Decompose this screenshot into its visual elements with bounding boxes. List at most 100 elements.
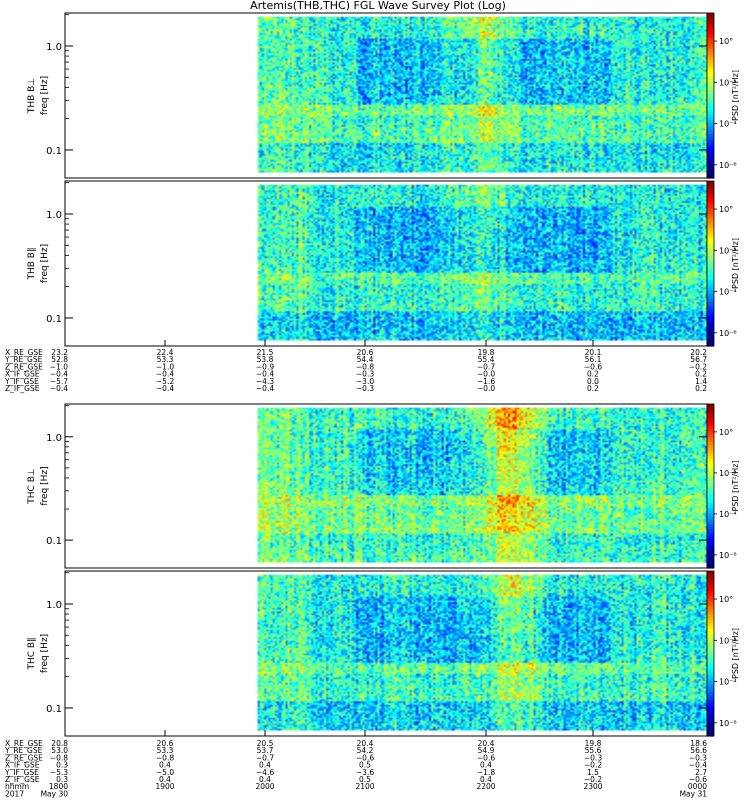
colorbar-step	[707, 296, 714, 300]
spectrogram-image	[65, 571, 707, 736]
colorbar-step	[707, 477, 714, 482]
colorbar-step	[707, 642, 714, 646]
colorbar-step	[707, 584, 714, 589]
colorbar-step	[707, 153, 714, 157]
colorbar-step	[707, 593, 714, 597]
orbit-value: −3.0	[356, 377, 374, 386]
orbit-value: −0.4	[50, 370, 68, 379]
colorbar-step	[707, 51, 714, 55]
colorbar-step	[707, 263, 714, 267]
colorbar-step	[707, 491, 714, 495]
colorbar-tick-label: 10⁻²	[719, 469, 737, 478]
colorbar-step	[707, 192, 714, 196]
orbit-value: −0.2	[689, 362, 707, 371]
orbit-value: 0.2	[695, 384, 707, 393]
colorbar-step	[707, 461, 714, 465]
colorbar-step	[707, 499, 714, 503]
colorbar-step	[707, 76, 714, 80]
colorbar-step	[707, 175, 714, 179]
colorbar: 10° 10⁻² 10⁻⁴ 10⁻⁶ PSD [nT²/Hz]	[706, 403, 740, 569]
orbit-row-label: Y_RE_GSE	[4, 746, 43, 755]
spectrogram-image	[65, 13, 707, 178]
colorbar-step	[707, 208, 714, 212]
colorbar-step	[707, 524, 714, 528]
orbit-value: −0.8	[156, 753, 174, 762]
colorbar-step	[707, 181, 714, 185]
colorbar-tick-label: 10⁻²	[719, 78, 737, 87]
colorbar-step	[707, 631, 714, 635]
colorbar-step	[707, 689, 714, 693]
orbit-row: Z_RE_GSE −0.8 −0.8 −0.7 −0.6 −0.6 −0.3 −0.3	[5, 753, 707, 762]
colorbar-step	[707, 337, 714, 342]
colorbar-step	[707, 161, 714, 165]
colorbar-step	[707, 324, 714, 328]
orbit-row: Z_RE_GSE −1.0 −1.0 −0.9 −0.8 −0.7 −0.6 −0.2	[5, 362, 707, 371]
colorbar-tick-label: 10°	[719, 428, 733, 437]
colorbar-tick-label: 10⁻²	[719, 636, 737, 645]
colorbar-step	[707, 637, 714, 641]
orbit-value: −0.6	[584, 362, 602, 371]
colorbar-tick-label: 10⁻⁶	[719, 161, 737, 170]
orbit-value: 53.3	[157, 355, 174, 364]
orbit-value: 0.0	[587, 377, 599, 386]
orbit-value: 56.6	[690, 746, 707, 755]
orbit-row: Y_RE_GSE 53.0 53.3 53.7 54.2 54.9 55.6 56.6	[4, 746, 707, 755]
colorbar-step	[707, 172, 714, 176]
colorbar-step	[707, 615, 714, 619]
orbit-block: X_RE_GSE 20.8 20.6 20.5 20.4 20.4 19.8 18.6Y_RE…	[4, 739, 707, 798]
spectrogram-panel: 1.0 0.1 THB B⊥ freq [Hz] 10° 10⁻² 10⁻⁴ 10⁻⁶ PSD …	[27, 12, 740, 179]
orbit-value: −0.3	[356, 384, 374, 393]
orbit-row: X_IF_GSE 0.3 0.4 0.4 0.5 0.4 −0.2 −0.4	[5, 761, 707, 770]
colorbar-step	[707, 164, 714, 168]
spectrogram-panel: 1.0 0.1 THB B∥ freq [Hz] 10° 10⁻² 10⁻⁴ 10⁻⁶ PSD …	[27, 180, 740, 347]
colorbar-step	[707, 21, 714, 25]
colorbar-step	[707, 125, 714, 130]
colorbar-frame	[706, 12, 715, 179]
colorbar-step	[707, 302, 714, 306]
orbit-value: 2100	[355, 782, 374, 791]
spectrogram-panels: 1.0 0.1 THB B⊥ freq [Hz] 10°10⁻²10⁻⁴10⁻⁶PSD …	[27, 12, 740, 737]
orbit-value: 20.2	[690, 348, 707, 357]
orbit-value: 2200	[476, 782, 495, 791]
orbit-value: 20.8	[51, 739, 68, 748]
colorbar-step	[707, 244, 714, 248]
colorbar-step	[707, 617, 714, 622]
orbit-value: −0.3	[356, 370, 374, 379]
colorbar-step	[707, 434, 714, 438]
colorbar-label: PSD [nT²/Hz]	[731, 70, 740, 121]
orbit-row: X_RE_GSE 23.2 22.4 21.5 20.6 19.8 20.1 20.2	[5, 348, 707, 357]
colorbar-step	[707, 513, 714, 517]
colorbar-step	[707, 733, 714, 737]
colorbar-step	[707, 79, 714, 83]
colorbar-step	[707, 458, 714, 462]
colorbar-step	[707, 510, 714, 514]
orbit-row-label: Z_IF_GSE	[5, 775, 40, 784]
orbit-value: −0.7	[477, 362, 495, 371]
orbit-value: 20.4	[357, 739, 374, 748]
y-tick-label: 0.1	[46, 146, 62, 157]
orbit-value: 53.3	[157, 746, 174, 755]
orbit-value: −0.9	[256, 362, 274, 371]
colorbar-step	[707, 562, 714, 566]
orbit-value: 52.8	[51, 355, 68, 364]
y-tick-label: 1.0	[46, 42, 62, 53]
orbit-value: 0.3	[56, 775, 68, 784]
colorbar-step	[707, 145, 714, 149]
colorbar-step	[707, 310, 714, 314]
orbit-value: −5.0	[156, 768, 174, 777]
colorbar-step	[707, 554, 714, 558]
y-axis-unit-label: freq [Hz]	[40, 466, 50, 505]
orbit-value: −4.3	[256, 377, 274, 386]
colorbar-step	[707, 214, 714, 218]
colorbar: 10° 10⁻² 10⁻⁴ 10⁻⁶ PSD [nT²/Hz]	[706, 180, 740, 347]
colorbar-step	[707, 57, 714, 61]
colorbar-step	[707, 332, 714, 336]
orbit-value: 0.3	[56, 761, 68, 770]
colorbar-step	[707, 236, 714, 240]
colorbar-step	[707, 158, 714, 163]
colorbar-step	[707, 304, 714, 309]
colorbar-step	[707, 73, 714, 77]
y-axis-label: THB B⊥	[27, 78, 37, 114]
y-tick-label: 0.1	[46, 314, 62, 325]
